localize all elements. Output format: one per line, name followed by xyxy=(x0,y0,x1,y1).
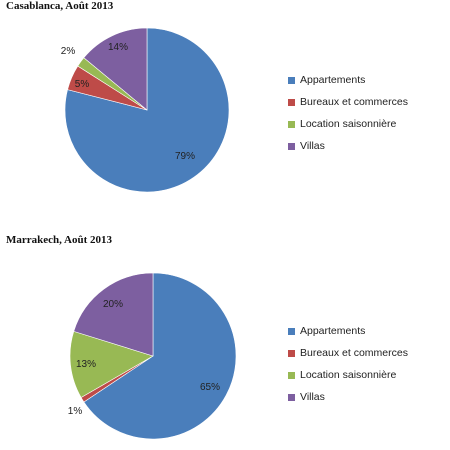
legend-label: Location saisonnière xyxy=(300,118,397,130)
legend-swatch xyxy=(288,76,295,84)
data-label: 65% xyxy=(200,382,220,393)
legend-label: Bureaux et commerces xyxy=(300,96,408,108)
data-label: 79% xyxy=(175,151,195,162)
pie-chart: 79% 5% 2% 14% xyxy=(61,27,230,193)
legend-label: Appartements xyxy=(300,325,366,337)
chart-title: Casablanca, Août 2013 xyxy=(6,0,114,12)
data-label: 5% xyxy=(75,79,90,90)
pie-slice-location-saisonni-re xyxy=(69,330,154,398)
legend: Appartements Bureaux et commerces Locati… xyxy=(288,320,408,408)
legend-label: Villas xyxy=(300,391,325,403)
casablanca-chart: Casablanca, Août 2013 79% 5% 2% 14% Apparte… xyxy=(0,0,450,220)
legend-item: Appartements xyxy=(288,320,408,342)
data-label: 2% xyxy=(61,46,76,57)
legend-swatch xyxy=(288,371,295,379)
legend-item: Villas xyxy=(288,386,408,408)
data-label: 20% xyxy=(103,299,123,310)
pie-slice-villas xyxy=(83,27,148,111)
marrakech-chart: Marrakech, Août 2013 65% 1% 13% 20% Apparte… xyxy=(0,228,450,450)
legend-label: Bureaux et commerces xyxy=(300,347,408,359)
pie-chart: 65% 1% 13% 20% xyxy=(68,272,237,440)
data-label: 13% xyxy=(76,359,96,370)
legend-swatch xyxy=(288,349,295,357)
pie-slice-appartements xyxy=(83,272,237,440)
data-label: 1% xyxy=(68,406,83,417)
legend-label: Villas xyxy=(300,140,325,152)
legend-item: Location saisonnière xyxy=(288,364,408,386)
legend-item: Bureaux et commerces xyxy=(288,342,408,364)
legend-label: Location saisonnière xyxy=(300,369,397,381)
legend-swatch xyxy=(288,98,295,106)
legend-swatch xyxy=(288,142,295,150)
legend-item: Appartements xyxy=(288,69,408,91)
pie-slice-villas xyxy=(73,272,154,357)
legend: Appartements Bureaux et commerces Locati… xyxy=(288,69,408,157)
legend-label: Appartements xyxy=(300,74,366,86)
legend-swatch xyxy=(288,393,295,401)
legend-item: Bureaux et commerces xyxy=(288,91,408,113)
legend-item: Villas xyxy=(288,135,408,157)
data-label: 14% xyxy=(108,42,128,53)
legend-swatch xyxy=(288,327,295,335)
chart-title: Marrakech, Août 2013 xyxy=(6,234,113,246)
legend-swatch xyxy=(288,120,295,128)
legend-item: Location saisonnière xyxy=(288,113,408,135)
